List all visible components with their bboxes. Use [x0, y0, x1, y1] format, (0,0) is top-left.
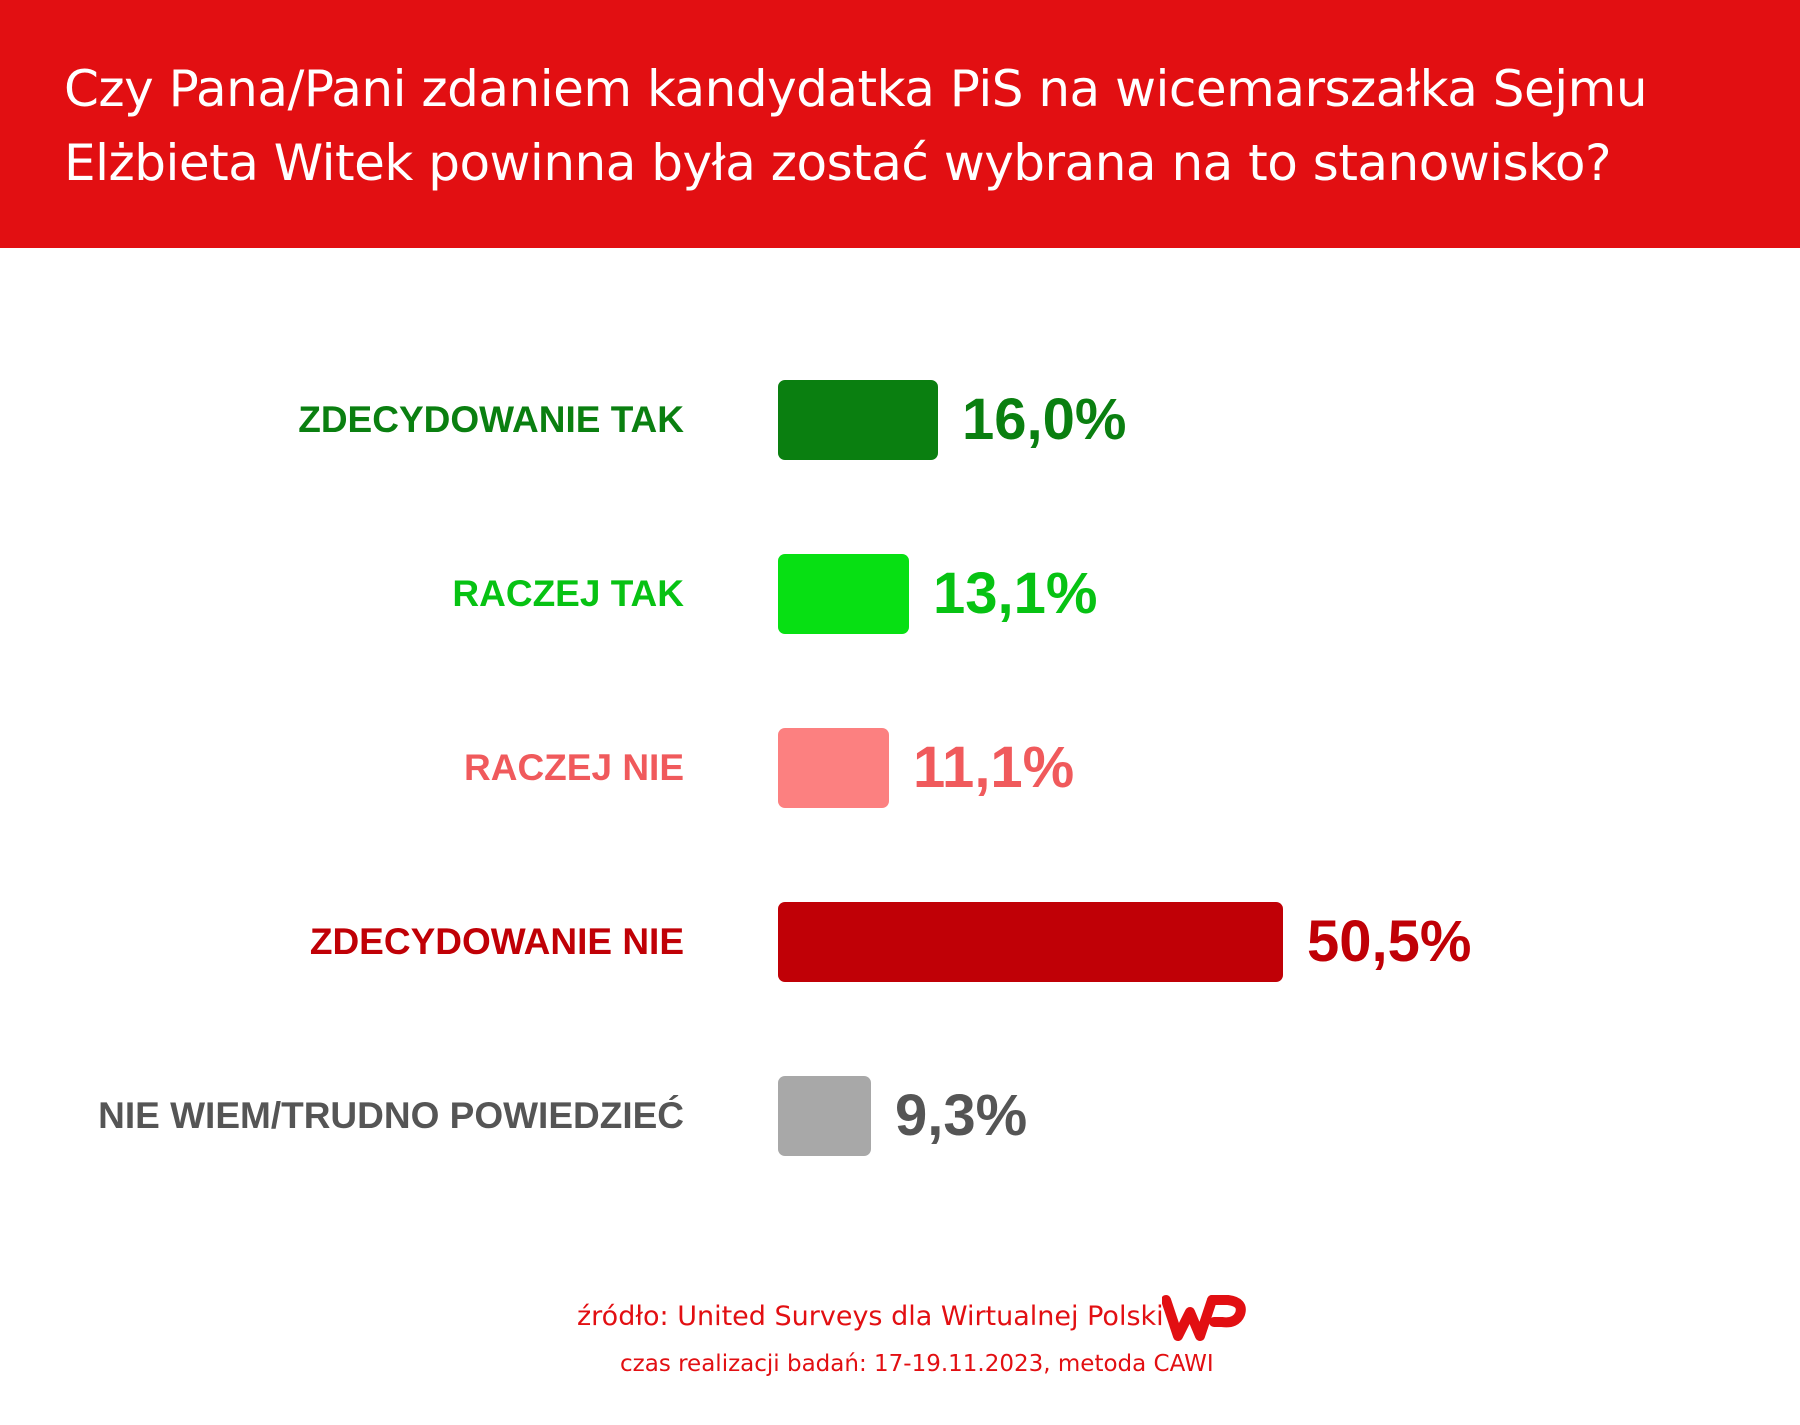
bar — [778, 902, 1283, 982]
bar — [778, 728, 889, 808]
category-label: ZDECYDOWANIE TAK — [298, 399, 684, 440]
chart-title: Czy Pana/Pani zdaniem kandydatka PiS na … — [64, 60, 1648, 192]
category-label: NIE WIEM/TRUDNO POWIEDZIEĆ — [98, 1095, 684, 1136]
bar — [778, 554, 909, 634]
category-label: RACZEJ NIE — [464, 747, 684, 788]
source-note: źródło: United Surveys dla Wirtualnej Po… — [577, 1301, 1164, 1332]
header-banner: Czy Pana/Pani zdaniem kandydatka PiS na … — [0, 0, 1800, 248]
category-label: RACZEJ TAK — [452, 573, 684, 614]
survey-date-note: czas realizacji badań: 17-19.11.2023, me… — [620, 1351, 1214, 1377]
wp-logo: WP — [1162, 1295, 1246, 1341]
bar-chart: ZDECYDOWANIE TAK 16,0% RACZEJ TAK 13,1% RACZ… — [0, 248, 1800, 1248]
category-label: ZDECYDOWANIE NIE — [309, 921, 684, 962]
value-label: 11,1% — [913, 735, 1075, 800]
value-label: 16,0% — [962, 387, 1127, 452]
value-label: 9,3% — [895, 1083, 1028, 1148]
value-label: 50,5% — [1307, 909, 1472, 974]
bar — [778, 1076, 871, 1156]
bar — [778, 380, 938, 460]
value-label: 13,1% — [933, 561, 1098, 626]
